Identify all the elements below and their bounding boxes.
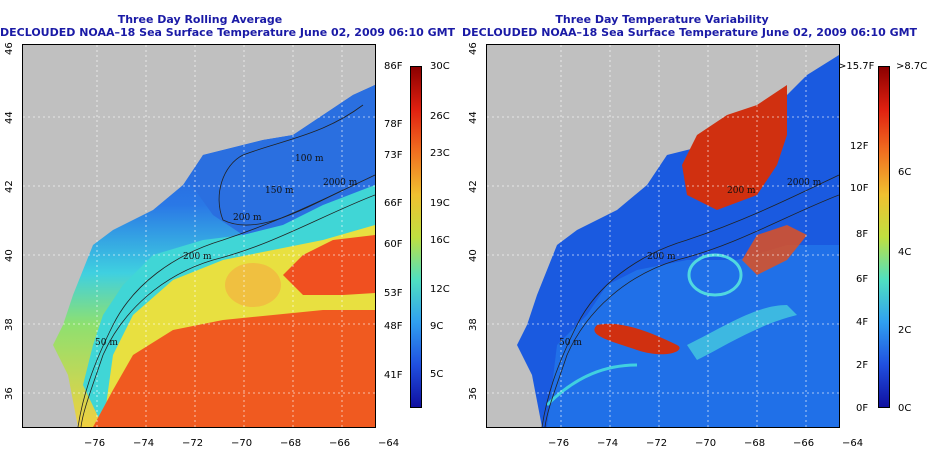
left-colorbar-c-label: 9C	[430, 321, 444, 332]
right-contour-label: 50 m	[559, 338, 582, 348]
left-contour-label: 150 m	[265, 186, 294, 196]
right-y-tick: 36	[468, 387, 479, 400]
left-colorbar-c-label: 12C	[430, 284, 450, 295]
left-y-tick: 40	[4, 249, 15, 262]
right-colorbar	[878, 66, 890, 408]
left-y-tick: 36	[4, 387, 15, 400]
right-colorbar-c-label: >8.7C	[896, 61, 928, 72]
right-y-tick: 46	[468, 42, 479, 55]
left-y-tick: 46	[4, 42, 15, 55]
left-colorbar	[410, 66, 422, 408]
left-colorbar-c-label: 5C	[430, 369, 444, 380]
left-sst-map: 100 m 200 m 50 m 2000 m 150 m 200 m	[22, 44, 376, 428]
left-contour-label: 100 m	[295, 154, 324, 164]
left-x-tick: −76	[84, 438, 106, 449]
right-map-image: 200 m 2000 m 200 m 50 m	[487, 45, 839, 427]
right-subtitle: DECLOUDED NOAA–18 Sea Surface Temperatur…	[462, 26, 918, 39]
right-colorbar-f-label: 8F	[856, 229, 869, 240]
right-colorbar-c-label: 6C	[898, 167, 912, 178]
left-x-tick: −70	[231, 438, 253, 449]
left-colorbar-c-label: 26C	[430, 111, 450, 122]
left-x-tick: −72	[182, 438, 204, 449]
left-colorbar-c-label: 16C	[430, 235, 450, 246]
right-x-tick: −66	[793, 438, 815, 449]
left-map-image: 100 m 200 m 50 m 2000 m 150 m 200 m	[23, 45, 375, 427]
left-x-tick: −64	[378, 438, 400, 449]
right-colorbar-c-label: 4C	[898, 247, 912, 258]
left-colorbar-c-label: 30C	[430, 61, 450, 72]
right-colorbar-c-label: 2C	[898, 325, 912, 336]
right-colorbar-f-label: 10F	[850, 183, 869, 194]
left-contour-label: 200 m	[233, 213, 262, 223]
left-colorbar-f-label: 86F	[384, 61, 403, 72]
left-colorbar-f-label: 53F	[384, 288, 403, 299]
right-colorbar-f-label: 4F	[856, 317, 869, 328]
right-y-tick: 40	[468, 249, 479, 262]
right-x-tick: −76	[548, 438, 570, 449]
left-x-tick: −66	[329, 438, 351, 449]
right-contour-label: 200 m	[727, 186, 756, 196]
right-contour-label: 2000 m	[787, 178, 822, 188]
right-colorbar-f-label: >15.7F	[838, 61, 875, 72]
right-x-tick: −64	[842, 438, 864, 449]
right-y-tick: 38	[468, 318, 479, 331]
left-colorbar-f-label: 66F	[384, 198, 403, 209]
left-contour-label: 2000 m	[323, 178, 358, 188]
right-x-tick: −70	[695, 438, 717, 449]
right-colorbar-f-label: 6F	[856, 274, 869, 285]
right-title: Three Day Temperature Variability	[555, 13, 769, 26]
left-contour-label: 200 m	[183, 252, 212, 262]
right-y-tick: 44	[468, 111, 479, 124]
right-colorbar-f-label: 2F	[856, 360, 869, 371]
left-colorbar-c-label: 23C	[430, 148, 450, 159]
left-colorbar-f-label: 78F	[384, 119, 403, 130]
right-x-tick: −72	[646, 438, 668, 449]
left-colorbar-f-label: 41F	[384, 370, 403, 381]
left-y-tick: 44	[4, 111, 15, 124]
left-colorbar-f-label: 73F	[384, 150, 403, 161]
right-colorbar-c-label: 0C	[898, 403, 912, 414]
left-subtitle: DECLOUDED NOAA–18 Sea Surface Temperatur…	[0, 26, 456, 39]
left-colorbar-f-label: 48F	[384, 321, 403, 332]
right-colorbar-f-label: 0F	[856, 403, 869, 414]
right-colorbar-f-label: 12F	[850, 141, 869, 152]
left-colorbar-f-label: 60F	[384, 239, 403, 250]
left-y-tick: 38	[4, 318, 15, 331]
left-y-tick: 42	[4, 180, 15, 193]
left-colorbar-c-label: 19C	[430, 198, 450, 209]
right-variability-map: 200 m 2000 m 200 m 50 m	[486, 44, 840, 428]
right-contour-label: 200 m	[647, 252, 676, 262]
right-y-tick: 42	[468, 180, 479, 193]
left-contour-label: 50 m	[95, 338, 118, 348]
right-x-tick: −68	[744, 438, 766, 449]
left-x-tick: −74	[133, 438, 155, 449]
left-x-tick: −68	[280, 438, 302, 449]
left-title: Three Day Rolling Average	[117, 13, 283, 26]
right-x-tick: −74	[597, 438, 619, 449]
